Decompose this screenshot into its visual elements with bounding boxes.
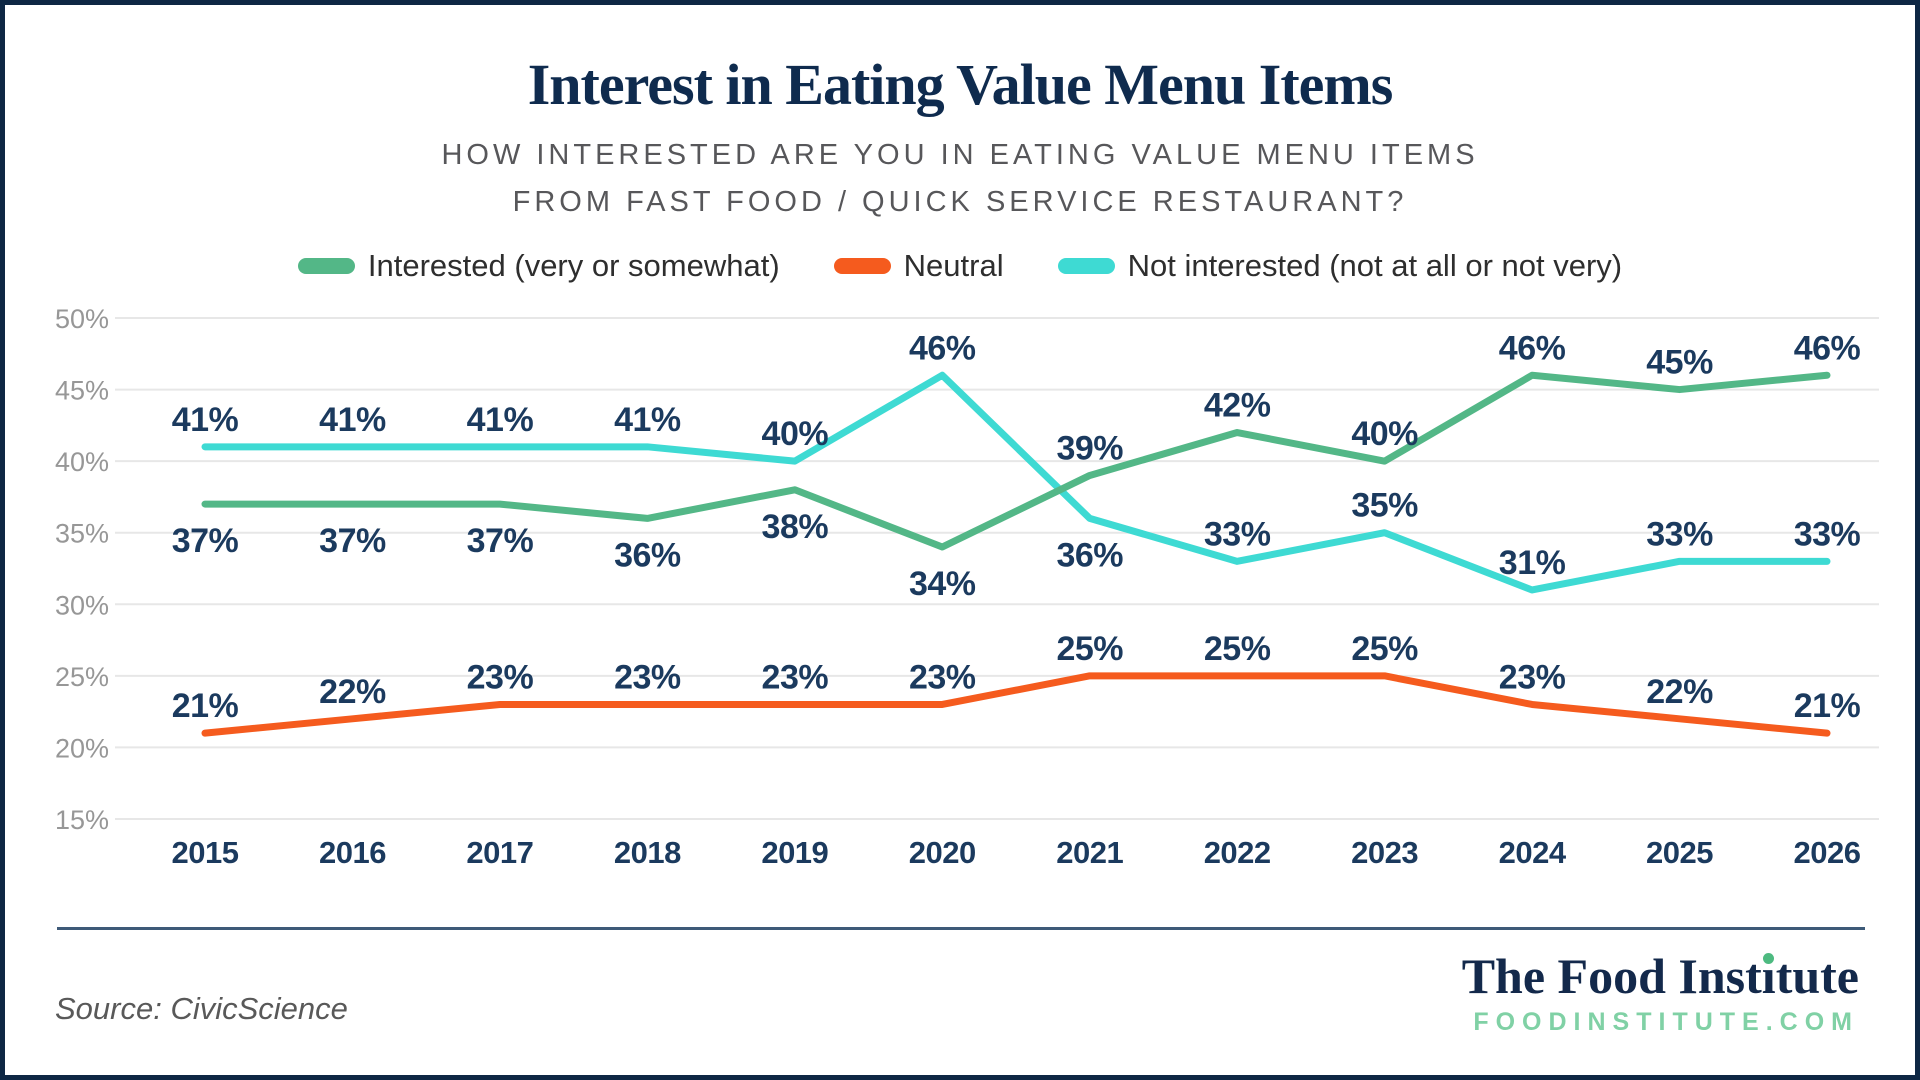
data-label: 25% — [1204, 630, 1271, 668]
y-axis-tick-label: 50% — [55, 304, 109, 334]
y-axis-tick-label: 35% — [55, 519, 109, 549]
data-label: 33% — [1794, 515, 1861, 553]
series-line-0 — [201, 371, 1831, 551]
legend-label-interested: Interested (very or somewhat) — [367, 248, 780, 283]
x-axis-year-label: 2015 — [172, 835, 239, 870]
x-axis-year-label: 2026 — [1794, 835, 1861, 870]
data-label: 37% — [467, 522, 534, 560]
y-axis-tick-label: 20% — [55, 733, 109, 763]
data-label: 23% — [909, 658, 976, 696]
legend-swatch-not-interested — [1057, 258, 1115, 274]
data-label: 41% — [319, 401, 386, 439]
x-axis-year-label: 2018 — [614, 835, 681, 870]
data-label: 33% — [1646, 515, 1713, 553]
data-label: 22% — [319, 673, 386, 711]
legend-label-not-interested: Not interested (not at all or not very) — [1127, 248, 1623, 283]
data-label: 23% — [467, 658, 534, 696]
data-label: 23% — [1499, 658, 1566, 696]
data-label: 21% — [172, 687, 239, 725]
y-axis-tick-label: 30% — [55, 590, 109, 620]
logo-i-green-dot: ı — [1761, 948, 1776, 1004]
legend-item-interested: Interested (very or somewhat) — [297, 248, 780, 284]
x-axis-year-label: 2024 — [1499, 835, 1567, 870]
data-label: 31% — [1499, 544, 1566, 582]
subtitle-line-1: HOW INTERESTED ARE YOU IN EATING VALUE M… — [441, 139, 1479, 171]
line-chart: 50% 45% 40% 35% 30% 25% 20% 15% 2015 2016 2017 2018… — [55, 304, 1879, 870]
data-label: 23% — [614, 658, 681, 696]
data-label: 40% — [1351, 415, 1418, 453]
x-axis-year-label: 2017 — [466, 835, 533, 870]
logo-url: FOODINSTITUTE.COM — [1473, 1008, 1859, 1036]
data-label: 21% — [1794, 687, 1861, 725]
data-label: 38% — [762, 508, 829, 546]
data-label: 46% — [909, 329, 976, 367]
data-label: 33% — [1204, 515, 1271, 553]
series-line-2 — [201, 371, 1831, 594]
data-label: 25% — [1351, 630, 1418, 668]
x-axis-year-label: 2019 — [761, 835, 828, 870]
data-label: 23% — [762, 658, 829, 696]
data-label: 41% — [172, 401, 239, 439]
food-institute-logo: The Food Instıtute FOODINSTITUTE.COM — [1462, 951, 1859, 1037]
x-axis-year-label: 2020 — [909, 835, 976, 870]
data-label: 46% — [1794, 329, 1861, 367]
data-label: 35% — [1351, 487, 1418, 525]
y-axis-tick-label: 25% — [55, 662, 109, 692]
x-axis-year-label: 2023 — [1351, 835, 1418, 870]
y-axis-tick-label: 40% — [55, 447, 109, 477]
data-label: 41% — [614, 401, 681, 439]
data-label: 25% — [1056, 630, 1123, 668]
legend-item-not-interested: Not interested (not at all or not very) — [1057, 248, 1623, 284]
logo-name: The Food Instıtute — [1461, 948, 1859, 1004]
y-axis-tick-label: 15% — [55, 805, 109, 835]
footer-divider — [57, 927, 1865, 930]
subtitle-line-2: FROM FAST FOOD / QUICK SERVICE RESTAURAN… — [512, 186, 1408, 218]
data-label: 40% — [762, 415, 829, 453]
data-label: 34% — [909, 565, 976, 603]
chart-legend: Interested (very or somewhat) Neutral No… — [5, 248, 1915, 284]
data-label: 22% — [1646, 673, 1713, 711]
data-label: 46% — [1499, 329, 1566, 367]
data-label: 41% — [467, 401, 534, 439]
data-label: 39% — [1056, 429, 1123, 467]
legend-swatch-interested — [297, 258, 355, 274]
x-axis-year-label: 2021 — [1056, 835, 1123, 870]
data-label: 36% — [614, 536, 681, 574]
data-label: 37% — [319, 522, 386, 560]
data-label: 36% — [1056, 536, 1123, 574]
source-attribution: Source: CivicScience — [55, 991, 348, 1026]
chart-title: Interest in Eating Value Menu Items — [527, 52, 1394, 117]
y-axis-tick-label: 45% — [55, 376, 109, 406]
legend-item-neutral: Neutral — [833, 248, 1004, 284]
legend-swatch-neutral — [833, 258, 891, 274]
data-label: 45% — [1646, 344, 1713, 382]
chart-subtitle: HOW INTERESTED ARE YOU IN EATING VALUE M… — [5, 132, 1915, 226]
legend-label-neutral: Neutral — [903, 248, 1004, 283]
x-axis-year-label: 2016 — [319, 835, 386, 870]
data-label: 37% — [172, 522, 239, 560]
x-axis-year-label: 2022 — [1204, 835, 1271, 870]
series-line-1 — [201, 672, 1831, 737]
data-label: 42% — [1204, 387, 1271, 425]
x-axis-year-label: 2025 — [1646, 835, 1713, 870]
